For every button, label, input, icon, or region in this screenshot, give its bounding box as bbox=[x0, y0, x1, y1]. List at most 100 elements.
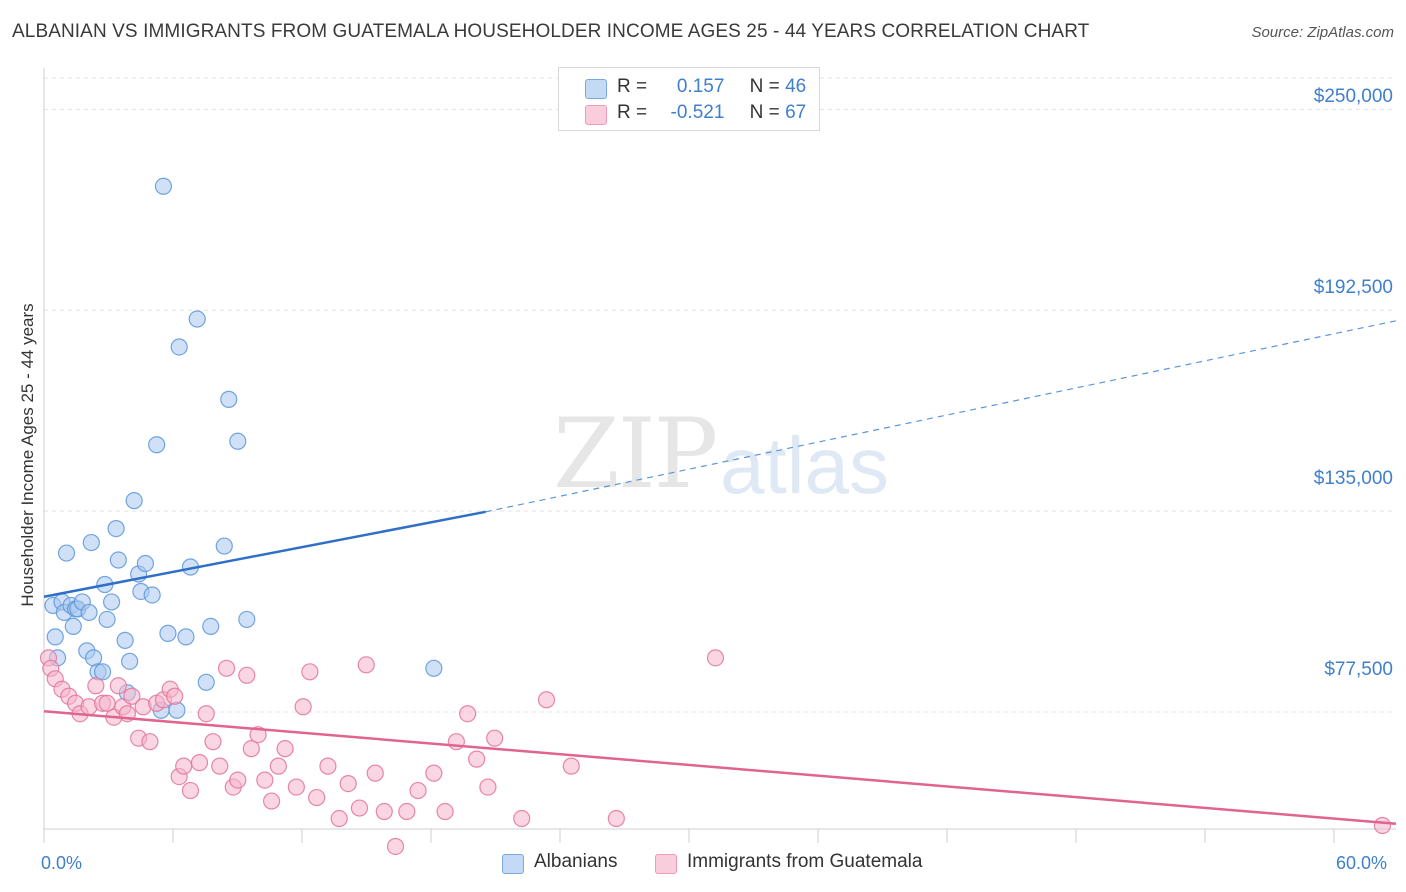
guatemala-point bbox=[301, 663, 319, 681]
albanian-point bbox=[238, 610, 256, 629]
correlation-legend: R = 0.157 N = 46 R = -0.521 N = 67 bbox=[558, 67, 820, 131]
albanian-point bbox=[121, 652, 139, 670]
n-value: 46 bbox=[785, 76, 807, 97]
albanian-point bbox=[107, 519, 125, 538]
albanian-point bbox=[64, 617, 82, 636]
albanian-point bbox=[202, 617, 220, 636]
guatemala-point bbox=[262, 792, 281, 810]
n-label: N = bbox=[749, 76, 780, 97]
guatemala-point bbox=[513, 809, 531, 828]
n-value: 67 bbox=[785, 102, 807, 123]
albanians-swatch bbox=[502, 854, 524, 874]
guatemala-point bbox=[249, 726, 267, 744]
guatemala-point bbox=[375, 802, 393, 821]
albanian-point bbox=[109, 551, 127, 569]
guatemala-point bbox=[197, 705, 215, 723]
legend-label: Albanians bbox=[534, 851, 618, 872]
n-label: N = bbox=[749, 102, 780, 123]
albanian-trend-line bbox=[43, 510, 486, 598]
guatemala-point bbox=[217, 659, 236, 677]
r-label: R = bbox=[617, 76, 648, 97]
y-tick-label: $77,500 bbox=[1324, 659, 1393, 680]
guatemala-point bbox=[123, 687, 141, 705]
guatemala-swatch bbox=[655, 854, 677, 874]
albanian-trend-extension bbox=[485, 320, 1397, 513]
chart-title: ALBANIAN VS IMMIGRANTS FROM GUATEMALA HO… bbox=[12, 21, 1090, 42]
guatemala-point bbox=[479, 778, 497, 796]
y-tick-label: $250,000 bbox=[1313, 86, 1393, 107]
y-tick-label: $192,500 bbox=[1313, 277, 1393, 298]
albanian-point bbox=[82, 533, 100, 552]
r-label: R = bbox=[617, 102, 648, 123]
albanian-point bbox=[116, 631, 134, 649]
guatemala-point bbox=[308, 788, 326, 807]
guatemala-point bbox=[87, 677, 105, 695]
guatemala-point bbox=[386, 837, 405, 856]
guatemala-point bbox=[190, 754, 209, 772]
albanian-point bbox=[197, 673, 215, 691]
x-max-label: 60.0% bbox=[1336, 853, 1388, 873]
guatemala-point bbox=[607, 809, 625, 828]
guatemala-point bbox=[1373, 816, 1392, 835]
albanian-point bbox=[125, 492, 143, 510]
guatemala-point bbox=[366, 764, 384, 782]
guatemala-point bbox=[166, 687, 184, 705]
guatemala-point bbox=[175, 757, 193, 775]
guatemala-point bbox=[204, 733, 222, 751]
albanian-point bbox=[188, 310, 206, 328]
guatemala-point bbox=[211, 757, 229, 775]
guatemala-point bbox=[294, 698, 312, 716]
albanian-point bbox=[102, 593, 121, 611]
legend-label: Immigrants from Guatemala bbox=[687, 851, 923, 872]
guatemala-point bbox=[238, 666, 256, 684]
guatemala-point bbox=[562, 757, 580, 775]
guatemala-point bbox=[229, 771, 247, 789]
guatemala-point bbox=[357, 656, 375, 674]
albanian-point bbox=[170, 338, 188, 356]
guatemala-point bbox=[256, 771, 274, 789]
guatemala-point bbox=[486, 729, 504, 747]
guatemala-point bbox=[339, 774, 357, 793]
guatemala-point bbox=[141, 733, 159, 751]
guatemala-point bbox=[409, 781, 427, 800]
guatemala-point bbox=[276, 740, 294, 758]
guatemala-point bbox=[350, 799, 369, 817]
source-label: Source: ZipAtlas.com bbox=[1251, 24, 1394, 41]
albanian-point bbox=[98, 610, 116, 629]
x-min-label: 0.0% bbox=[41, 853, 83, 873]
albanians-swatch bbox=[585, 79, 607, 99]
r-value: -0.521 bbox=[670, 102, 725, 123]
albanian-point bbox=[46, 628, 64, 646]
albanian-point bbox=[80, 603, 98, 622]
series-legend: Albanians Immigrants from Guatemala bbox=[0, 851, 1406, 879]
guatemala-point bbox=[468, 750, 486, 768]
guatemala-point bbox=[398, 802, 416, 821]
guatemala-point bbox=[319, 757, 337, 775]
albanian-point bbox=[229, 432, 247, 450]
albanian-point bbox=[168, 701, 186, 719]
albanian-point bbox=[57, 544, 76, 562]
albanian-point bbox=[154, 177, 173, 195]
guatemala-trend-line bbox=[43, 710, 1397, 826]
guatemala-point bbox=[287, 778, 305, 796]
albanian-point bbox=[148, 436, 166, 454]
albanian-point bbox=[143, 586, 161, 604]
guatemala-swatch bbox=[585, 105, 607, 125]
watermark-atlas: atlas bbox=[720, 421, 889, 510]
albanian-point bbox=[177, 628, 195, 646]
guatemala-point bbox=[330, 809, 348, 828]
guatemala-point bbox=[242, 740, 260, 758]
guatemala-point bbox=[436, 802, 454, 821]
albanian-point bbox=[220, 390, 238, 408]
guatemala-point bbox=[425, 764, 443, 782]
guatemala-point bbox=[181, 781, 200, 800]
albanian-point bbox=[93, 663, 112, 681]
albanian-point bbox=[215, 537, 233, 555]
albanian-point bbox=[425, 659, 443, 677]
guatemala-point bbox=[109, 677, 127, 695]
guatemala-point bbox=[706, 649, 725, 667]
y-tick-label: $135,000 bbox=[1313, 468, 1393, 489]
watermark-zip: ZIP bbox=[553, 398, 718, 510]
albanian-point bbox=[159, 624, 177, 642]
